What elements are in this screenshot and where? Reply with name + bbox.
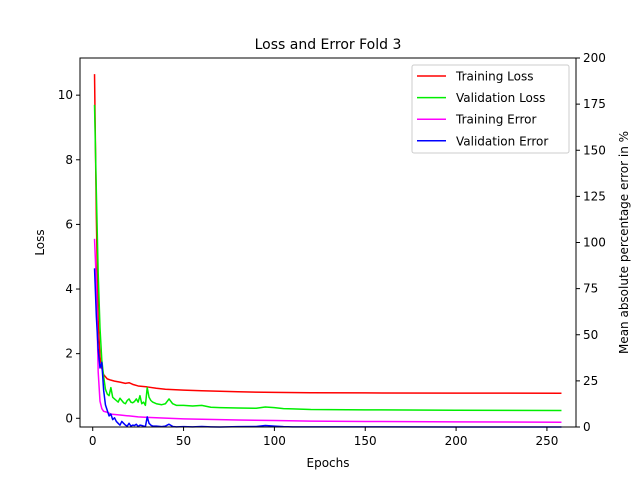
y2-tick-label: 150 xyxy=(583,143,606,157)
y-tick-label: 4 xyxy=(65,282,73,296)
y2-tick-label: 175 xyxy=(583,97,606,111)
series-lines xyxy=(93,74,562,428)
y-tick-label: 2 xyxy=(65,347,73,361)
x-tick-label: 250 xyxy=(535,434,558,448)
x-tick-label: 100 xyxy=(263,434,286,448)
x-axis-ticks: 0 50 100 150 200 250 xyxy=(89,427,558,448)
x-tick-label: 150 xyxy=(354,434,377,448)
y-tick-label: 10 xyxy=(58,88,73,102)
y-tick-label: 6 xyxy=(65,217,73,231)
training-error-legend-label: Training Error xyxy=(455,113,536,127)
training-loss-legend-label: Training Loss xyxy=(455,70,533,84)
x-tick-label: 50 xyxy=(176,434,191,448)
y2-tick-label: 75 xyxy=(583,282,598,296)
y2-tick-label: 125 xyxy=(583,189,606,203)
validation-error-legend-label: Validation Error xyxy=(456,134,548,148)
y2-tick-label: 25 xyxy=(583,374,598,388)
y2-tick-label: 0 xyxy=(583,420,591,434)
y-axis-label: Loss xyxy=(33,229,47,255)
y2-tick-label: 200 xyxy=(583,51,606,65)
y2-tick-label: 50 xyxy=(583,328,598,342)
y2-axis-ticks: 0 25 50 75 100 125 150 175 200 xyxy=(576,51,606,434)
y-tick-label: 0 xyxy=(65,411,73,425)
y-tick-label: 8 xyxy=(65,153,73,167)
y-axis-ticks: 0 2 4 6 8 10 xyxy=(58,88,80,425)
validation-loss-line xyxy=(93,104,562,412)
legend-box xyxy=(411,64,570,154)
x-tick-label: 200 xyxy=(445,434,468,448)
legend: Training Loss Validation Loss Training Err… xyxy=(411,64,570,154)
x-tick-label: 0 xyxy=(89,434,97,448)
training-error-line xyxy=(93,238,562,423)
x-axis-label: Epochs xyxy=(307,456,350,470)
y2-tick-label: 100 xyxy=(583,236,606,250)
validation-loss-legend-label: Validation Loss xyxy=(456,91,545,105)
chart-title: Loss and Error Fold 3 xyxy=(255,37,402,53)
y2-axis-label: Mean absolute percentage error in % xyxy=(617,131,631,354)
